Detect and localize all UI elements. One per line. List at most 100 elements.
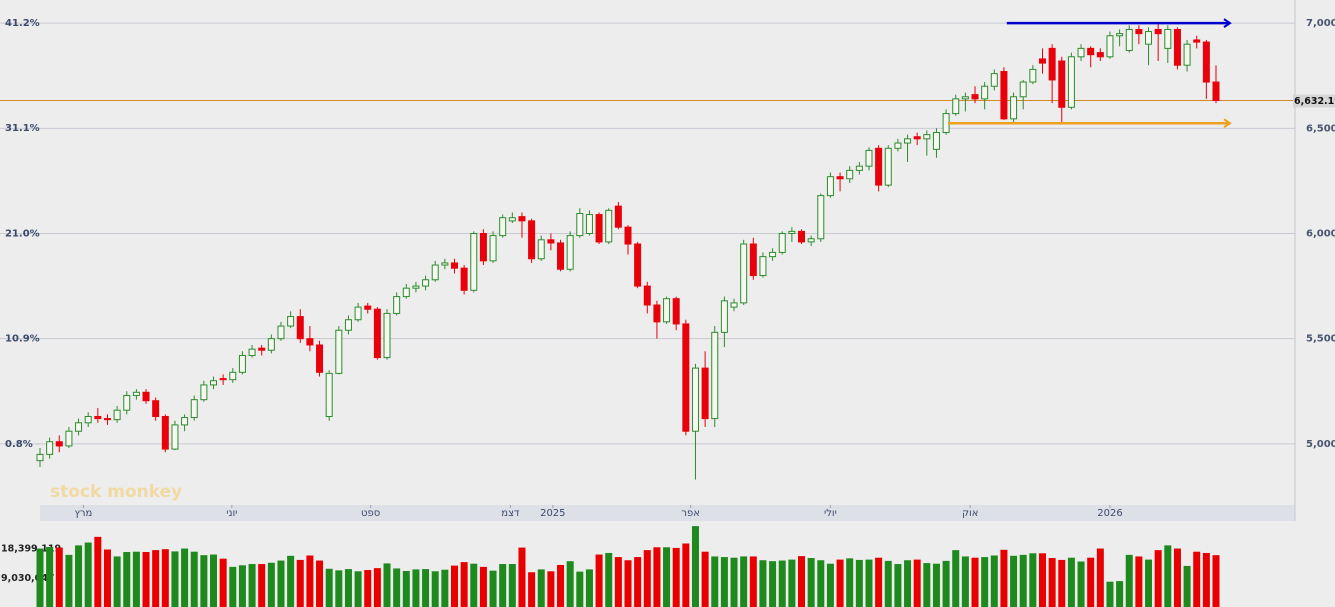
level-arrowhead [1223,118,1232,129]
candle-body [1212,81,1220,102]
volume-bar [904,560,912,607]
candle-body [499,217,507,237]
volume-bar [537,569,545,607]
candle-body [248,348,256,356]
candle-body [537,239,545,260]
candle-body [181,417,189,426]
candle-body [479,232,487,262]
candle-body [981,85,989,100]
volume-bar [961,556,969,607]
y-tick-label: 7,000 [1306,18,1335,29]
volume-bar [817,560,825,607]
candle-body [826,176,834,197]
candle-body [711,331,719,420]
candle-body [460,267,468,291]
volume-bar [1048,558,1056,607]
volume-bar [566,561,574,607]
volume-bar [1125,554,1133,607]
volume-bar [181,548,189,607]
candle-body [364,305,372,310]
candle-body [296,316,304,340]
candle-body [267,338,275,351]
candle-body [1048,47,1056,81]
candle-body [84,415,92,424]
candle-body [46,441,54,455]
candle-body [354,306,362,321]
volume-bar [393,568,401,607]
volume-bar [1145,559,1153,607]
volume-bar [547,571,555,607]
x-tick-label: יולי [824,508,837,519]
volume-bar [643,550,651,607]
volume-bar [528,572,536,607]
candle-body [431,264,439,281]
candle-body [778,232,786,253]
volume-bar [672,547,680,607]
volume-bar [373,568,381,607]
candle-body [1193,39,1201,43]
candle-body [152,400,160,417]
volume-bar [653,547,661,607]
candle-body [595,214,603,243]
candle-body [1135,28,1143,35]
watermark: stock monkey [50,482,182,502]
volume-bar [229,566,237,607]
candle-body [740,243,748,304]
volume-bar [614,557,622,607]
candle-body [682,323,690,432]
x-tick-label: אוק [962,508,979,519]
candle-body [1010,96,1018,120]
volume-bar [450,565,458,607]
x-tick-label: 2026 [1097,508,1122,519]
volume-bar [605,552,613,607]
volume-bar [344,569,352,607]
volume-bar [132,551,140,607]
volume-bar [1067,557,1075,607]
volume-bar [1019,554,1027,607]
candle-body [547,239,555,244]
candle-body [614,205,622,228]
candle-body [1145,31,1153,45]
candle-body [1096,52,1104,58]
volume-bar [171,551,179,607]
candle-body [624,226,632,245]
candle-body [817,195,825,240]
candle-body [990,73,998,87]
candle-body [210,380,218,386]
candle-body [557,242,565,270]
volume-bar [769,561,777,607]
last-price-box [1293,94,1335,108]
volume-bar [258,564,266,607]
candle-body [277,325,285,340]
candle-body [855,165,863,171]
volume-bar [894,564,902,607]
volume-bar [846,558,854,607]
candle-body [1106,35,1114,58]
candle-body [528,220,536,260]
candle-body [55,441,63,447]
candle-body [489,235,497,262]
volume-bar [875,557,883,607]
volume-bar [836,559,844,607]
x-axis-strip [40,505,1295,521]
volume-bar [952,550,960,607]
candle-body [1164,28,1172,49]
y2-tick-label: 21.0% [5,228,40,239]
candle-body [171,424,179,450]
candle-body [605,209,613,243]
volume-bar [1212,555,1220,607]
volume-bar [113,556,121,607]
candle-body [306,338,314,346]
candle-body [450,262,458,269]
candle-body [238,354,246,373]
volume-bar [826,563,834,607]
volume-bar [595,554,603,607]
candle-body [103,418,111,421]
volume-bar [1029,553,1037,607]
candle-body [1077,47,1085,58]
candle-body [402,287,410,298]
volume-tick-label: 9,030,047 [1,573,55,584]
volume-bar [287,555,295,607]
candle-body [952,98,960,115]
candle-body [470,232,478,291]
